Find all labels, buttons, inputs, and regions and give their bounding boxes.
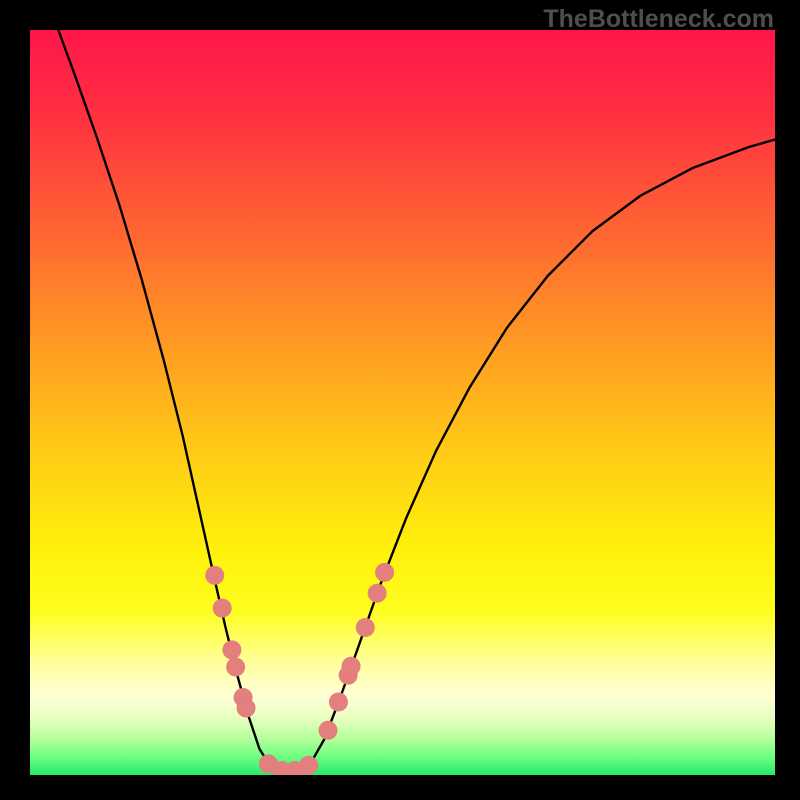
plot-area xyxy=(30,30,775,775)
watermark-text: TheBottleneck.com xyxy=(543,5,774,34)
gradient-background xyxy=(30,30,775,775)
outer-frame: TheBottleneck.com xyxy=(0,0,800,800)
